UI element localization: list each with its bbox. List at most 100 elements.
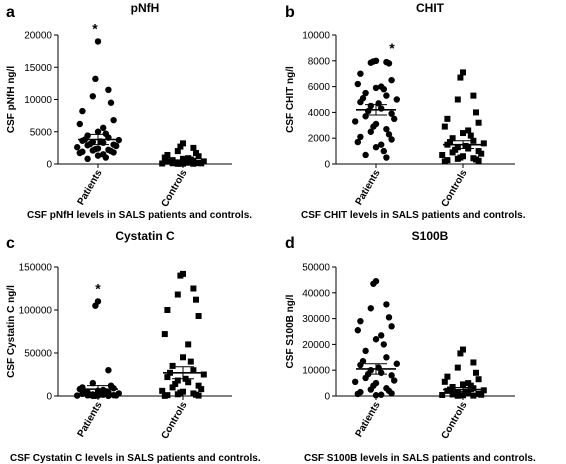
data-point-controls — [470, 92, 477, 99]
data-point-patients — [380, 341, 387, 348]
data-point-controls — [185, 379, 192, 386]
data-point-controls — [460, 69, 466, 76]
data-point-controls — [174, 148, 181, 155]
y-tick-label: 2000 — [308, 134, 331, 145]
data-point-controls — [439, 151, 446, 158]
data-point-patients — [383, 354, 390, 361]
data-point-patients — [378, 105, 385, 112]
data-point-patients — [383, 154, 390, 161]
data-point-controls — [470, 385, 477, 392]
data-point-controls — [454, 155, 461, 162]
data-point-patients — [76, 149, 84, 157]
data-point-patients — [370, 280, 377, 287]
y-tick-label: 30000 — [302, 314, 330, 325]
data-point-patients — [388, 110, 395, 117]
data-point-controls — [164, 307, 171, 313]
y-tick-label: 10000 — [302, 366, 330, 377]
data-point-controls — [475, 376, 482, 383]
data-point-controls — [441, 158, 448, 165]
data-point-patients — [367, 386, 374, 393]
data-point-patients — [372, 392, 380, 399]
chart-panel-a: a pNfH CSF pNfH ng/l 0 5000 10000 15000 20000 Pa… — [6, 1, 252, 221]
data-point-controls — [441, 378, 448, 385]
data-point-patients — [367, 305, 374, 312]
data-point-patients — [354, 80, 361, 88]
data-point-patients — [105, 86, 112, 94]
y-tick-label: 0 — [46, 160, 52, 171]
data-point-patients — [89, 379, 97, 387]
data-point-patients — [94, 152, 102, 159]
data-point-controls — [473, 369, 479, 376]
y-tick-label: 20000 — [24, 31, 52, 42]
data-point-controls — [169, 362, 176, 369]
chart-panel-b: b CHIT CSF CHIT ng/l 0 2000 4000 6000 8000 10000… — [285, 1, 526, 221]
chart-panel-c: c Cystatin C CSF Cystatin C ng/l 0 50000 1000… — [6, 229, 261, 464]
x-category-label: Patients — [76, 400, 105, 440]
y-tick-label: 5000 — [30, 127, 53, 138]
data-point-patients — [357, 317, 364, 325]
data-point-controls — [475, 157, 482, 164]
data-point-patients — [113, 392, 120, 399]
panel-title: pNfH — [131, 1, 160, 15]
data-point-controls — [190, 160, 197, 167]
data-point-controls — [444, 115, 451, 122]
y-tick-label: 20000 — [302, 340, 330, 351]
data-point-controls — [174, 377, 181, 384]
data-point-controls — [195, 382, 202, 389]
data-point-patients — [84, 155, 91, 163]
data-point-patients — [84, 392, 91, 399]
y-tick-label: 100000 — [19, 306, 53, 317]
data-point-controls — [454, 364, 461, 371]
data-point-patients — [362, 347, 369, 355]
data-point-patients — [378, 369, 385, 376]
data-point-patients — [354, 138, 361, 146]
data-point-patients — [89, 93, 97, 100]
data-point-patients — [372, 336, 380, 343]
panel-caption: CSF pNfH levels in SALS patients and con… — [27, 210, 252, 221]
panel-title: Cystatin C — [115, 229, 175, 243]
data-point-controls — [172, 380, 179, 387]
chart-panel-d: d S100B CSF S100B ng/l 0 10000 20000 30000 4000… — [285, 229, 536, 464]
data-point-patients — [357, 133, 364, 141]
data-point-patients — [357, 98, 364, 106]
panel-caption: CSF S100B levels in SALS patients and co… — [304, 453, 536, 464]
data-point-patients — [362, 89, 369, 97]
data-point-controls — [449, 149, 456, 156]
data-point-patients — [94, 38, 102, 45]
data-point-patients — [354, 327, 361, 334]
y-tick-label: 10000 — [24, 95, 52, 106]
significance-star: * — [389, 40, 395, 56]
panel-letter: c — [6, 235, 15, 252]
data-point-controls — [169, 384, 176, 391]
data-point-controls — [473, 109, 479, 116]
data-point-patients — [393, 360, 400, 367]
data-point-patients — [100, 391, 107, 398]
data-point-patients — [391, 377, 398, 384]
data-point-patients — [383, 125, 390, 133]
data-point-patients — [378, 141, 385, 148]
data-point-controls — [198, 160, 205, 167]
data-point-patients — [79, 137, 86, 144]
data-point-patients — [388, 323, 395, 330]
data-point-controls — [454, 96, 461, 103]
y-tick-label: 0 — [324, 160, 330, 171]
significance-star: * — [92, 20, 98, 36]
data-point-patients — [115, 136, 123, 144]
panel-caption: CSF CHIT levels in SALS patients and con… — [301, 210, 526, 221]
data-point-controls — [180, 354, 186, 361]
data-point-patients — [110, 149, 117, 156]
significance-star: * — [95, 280, 101, 296]
data-point-controls — [161, 392, 168, 399]
data-point-controls — [444, 387, 451, 394]
data-point-controls — [457, 74, 464, 81]
data-point-patients — [378, 391, 385, 398]
x-category-label: Patients — [354, 400, 383, 440]
data-point-patients — [362, 151, 369, 159]
data-point-patients — [388, 76, 395, 84]
data-point-controls — [185, 341, 192, 348]
data-point-patients — [383, 92, 390, 99]
data-point-patients — [357, 70, 364, 77]
data-point-controls — [200, 371, 207, 378]
panel-letter: b — [285, 4, 295, 21]
data-point-controls — [190, 367, 197, 374]
